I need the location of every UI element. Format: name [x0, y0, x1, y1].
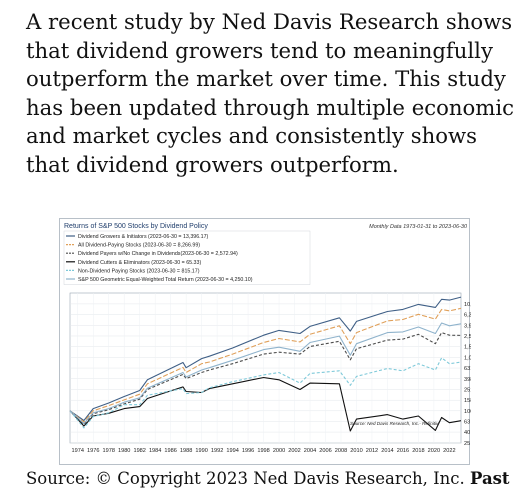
x-tick-label: 2020	[428, 448, 440, 454]
y-tick-label-right: 1,585	[464, 345, 471, 351]
x-tick-label: 1990	[195, 448, 207, 454]
y-tick-label-right: 158	[464, 398, 471, 404]
y-tick-label-right: 6,310	[464, 313, 471, 319]
y-tick-label-right: 25	[464, 441, 470, 447]
x-tick-label: 1994	[226, 448, 238, 454]
legend-layer: Dividend Growers & Initiators (2023-06-3…	[63, 230, 311, 285]
y-tick-label-right: 398	[464, 377, 471, 383]
series-line-6	[69, 322, 462, 425]
y-tick-label-right: 251	[464, 387, 471, 393]
series-layer	[69, 296, 462, 432]
series-line-3	[69, 332, 462, 425]
source-line: Source: © Copyright 2023 Ned Davis Resea…	[26, 468, 526, 490]
x-tick-label: 2000	[273, 448, 285, 454]
x-tick-label: 1992	[211, 448, 223, 454]
x-tick-label: 2022	[443, 448, 455, 454]
chart-title: Returns of S&P 500 Stocks by Dividend Po…	[64, 223, 208, 230]
x-tick-label: 2012	[366, 448, 378, 454]
x-tick-label: 1988	[180, 448, 192, 454]
y-tick-label-right: 10,000	[464, 302, 471, 308]
y-tick-label-right: 100	[464, 409, 471, 415]
x-tick-label: 1984	[149, 448, 161, 454]
y-tick-label-right: 2,512	[464, 334, 471, 340]
dividend-policy-chart: 2525404063631001001581582512513983986316…	[63, 223, 471, 454]
x-tick-label: 1978	[102, 448, 114, 454]
legend-label-5: Non-Dividend Paying Stocks (2023-06-30 =…	[78, 268, 200, 274]
source-bold-text: Past	[469, 469, 510, 488]
legend-label-3: Dividend Payers w/No Change in Dividends…	[78, 251, 238, 257]
series-line-5	[69, 357, 462, 429]
legend-label-6: S&P 500 Geometric Equal-Weighted Total R…	[78, 277, 253, 283]
x-tick-label: 2004	[304, 448, 316, 454]
chart-subtitle: Monthly Data 1973-01-31 to 2023-06-30	[369, 224, 468, 230]
chart-container: 2525404063631001001581582512513983986316…	[59, 218, 471, 465]
y-tick-label-right: 40	[464, 430, 470, 436]
series-line-2	[69, 307, 462, 423]
series-line-1	[69, 296, 462, 422]
legend-label-1: Dividend Growers & Initiators (2023-06-3…	[78, 234, 209, 240]
x-tick-label: 2018	[412, 448, 424, 454]
source-text: Source: © Copyright 2023 Ned Davis Resea…	[26, 469, 465, 488]
x-tick-label: 2014	[381, 448, 393, 454]
legend-label-2: All Dividend-Paying Stocks (2023-06-30 =…	[78, 243, 200, 249]
legend-label-4: Dividend Cutters & Eliminators (2023-06-…	[78, 260, 201, 266]
y-tick-label-right: 1,000	[464, 355, 471, 361]
x-tick-label: 2006	[319, 448, 331, 454]
x-tick-label: 2016	[397, 448, 409, 454]
x-tick-label: 1980	[118, 448, 130, 454]
x-tick-label: 1986	[164, 448, 176, 454]
x-tick-label: 2002	[288, 448, 300, 454]
chart-credit: Source: Ned Davis Research, Inc.- Refini…	[350, 421, 439, 426]
y-tick-label-right: 631	[464, 366, 471, 372]
x-tick-label: 1996	[242, 448, 254, 454]
x-tick-label: 1982	[133, 448, 145, 454]
x-tick-label: 1976	[87, 448, 99, 454]
x-tick-label: 2010	[350, 448, 362, 454]
intro-paragraph: A recent study by Ned Davis Research sho…	[26, 9, 515, 177]
y-tick-label-right: 3,981	[464, 323, 471, 329]
legend-box	[63, 230, 311, 285]
series-line-4	[69, 376, 462, 432]
y-tick-label-right: 63	[464, 420, 470, 426]
x-tick-label: 2008	[335, 448, 347, 454]
axis-layer: 2525404063631001001581582512513983986316…	[72, 302, 471, 454]
x-tick-label: 1974	[72, 448, 84, 454]
x-tick-label: 1998	[257, 448, 269, 454]
